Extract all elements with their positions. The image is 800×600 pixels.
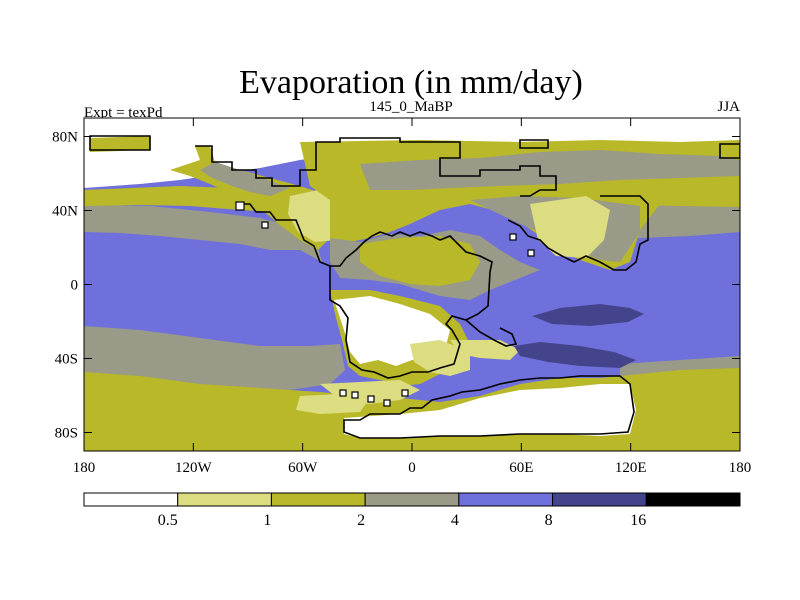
colorbar-box [364,492,460,507]
x-tick-label: 60W [288,460,318,476]
coastline-antarctica [343,375,635,439]
evaporation-field [84,118,740,451]
x-tick-label: 60E [509,460,533,476]
center-string: 145_0_MaBP [369,99,452,115]
y-axis: 80N 40N 0 40S 80S [52,130,740,442]
x-tick-label: 180 [73,460,96,476]
colorbar-label: 8 [545,512,553,529]
colorbar-box [177,492,272,507]
colorbar-box [458,492,554,507]
colorbar-box [270,492,366,507]
coastline-north-isle [519,139,549,149]
coastline-outlines [89,135,740,439]
south-indian-high-2 [514,342,636,368]
colorbar-label: 2 [357,512,365,529]
north-ocean-gray-band [84,205,322,262]
coastline-ne-isle [719,143,740,159]
colorbar-label: 1 [263,512,271,529]
island [351,391,359,399]
y-tick-label: 80S [55,426,78,442]
colorbar-box [552,492,647,507]
south-indian-high-1 [532,304,644,326]
island [235,201,245,211]
asia-dry-fringe [530,196,610,258]
coastline-west [238,203,493,273]
coastline-east [507,195,649,271]
x-tick-label: 120W [175,460,213,476]
coastline-south [329,266,491,379]
colorbar: 0.5 1 2 4 8 16 [83,492,741,529]
left-string: Expt = texPd [84,105,163,121]
antarctica-dry [344,384,636,438]
island [261,221,269,229]
colorbar-box [83,492,179,507]
x-axis: 180 120W 60W 0 60E 120E 180 [73,118,752,476]
small-islands [235,201,535,407]
arctic-olive-strip [90,136,150,152]
island [367,395,375,403]
colorbar-label: 0.5 [158,512,178,529]
y-tick-label: 0 [71,278,79,294]
colorbar-label: 4 [451,512,459,529]
x-tick-label: 180 [729,460,752,476]
island [339,389,347,397]
antarctica-fringe [320,380,420,404]
y-tick-label: 80N [52,130,78,146]
coastline-north [195,137,557,197]
x-tick-label: 0 [408,460,416,476]
island [509,233,517,241]
figure-title: Evaporation (in mm/day) [239,64,583,101]
island [401,389,409,397]
tethys-olive [360,236,480,286]
island [527,249,535,257]
colorbar-label: 16 [630,512,646,529]
y-tick-label: 40S [55,352,78,368]
south-ocean-gray-band [84,326,345,392]
x-tick-label: 120E [615,460,647,476]
island [383,399,391,407]
eurasia-gray-belt [360,150,740,190]
arctic-white [84,118,740,188]
right-string: JJA [717,99,740,115]
y-tick-label: 40N [52,204,78,220]
coastline-arctic-isle [89,135,151,151]
colorbar-box [645,492,741,507]
south-continent-light [410,340,470,376]
north-america-gray [200,162,290,196]
coastline-india [465,319,518,347]
